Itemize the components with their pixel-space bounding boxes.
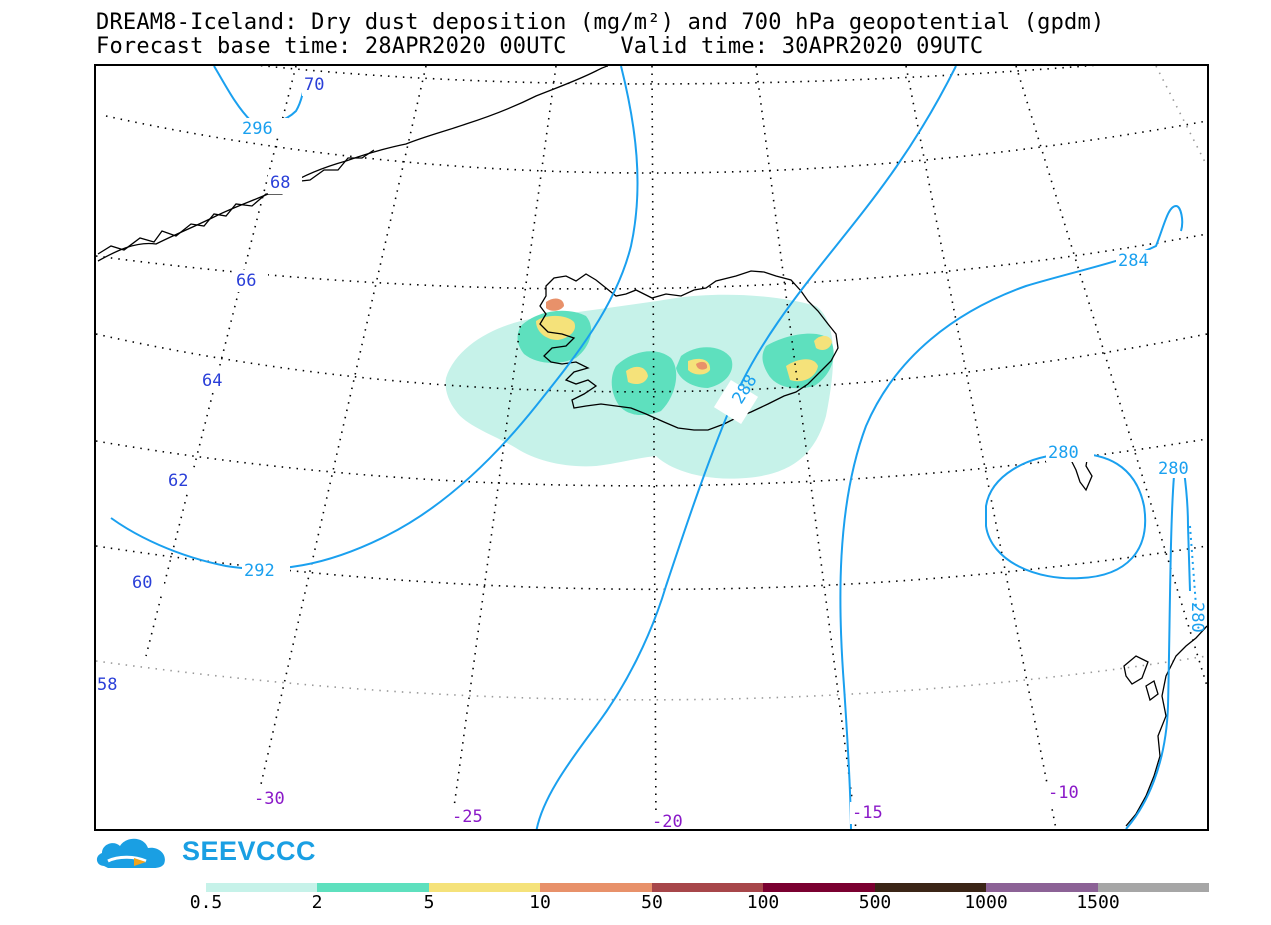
lat-line-70 <box>257 66 1096 85</box>
lon-line-g <box>1015 66 1207 687</box>
contour-296 <box>213 66 307 125</box>
contour-label-group: 296 292 288 284 280 280 280 <box>240 118 1207 633</box>
colorbar-segment-6 <box>874 883 987 892</box>
chart-title: DREAM8-Iceland: Dry dust deposition (mg/… <box>96 10 1105 35</box>
longitude-label-group: -30 -25 -20 -15 -10 <box>252 782 1096 829</box>
lon-label-minus20: -20 <box>652 812 683 829</box>
contour-280-east-dotted <box>1189 525 1197 607</box>
lat-label-66: 66 <box>236 271 256 291</box>
norway-coast <box>1125 625 1207 827</box>
colorbar-label-2: 5 <box>423 892 435 913</box>
colorbar-segment-1 <box>317 883 429 892</box>
chart-subtitle: Forecast base time: 28APR2020 00UTC Vali… <box>96 34 984 59</box>
colorbar-segment-5 <box>763 883 875 892</box>
dust-area-10a <box>546 298 564 311</box>
colorbar-label-4: 50 <box>641 892 663 913</box>
lon-line-e <box>755 66 857 829</box>
greenland-coast-detail <box>97 149 375 255</box>
contour-280-loop <box>985 452 1147 580</box>
contour-label-292: 292 <box>244 561 275 581</box>
contour-280-east <box>1183 470 1191 592</box>
colorbar-label-6: 500 <box>858 892 892 913</box>
logo-text: SEEVCCC <box>182 836 317 866</box>
coastlines <box>97 66 1207 827</box>
contour-label-284: 284 <box>1118 251 1149 271</box>
colorbar-segment-3 <box>540 883 652 892</box>
lon-label-minus10: -10 <box>1048 783 1079 803</box>
lat-label-58: 58 <box>97 675 117 695</box>
dust-area-5b <box>626 366 648 384</box>
colorbar-label-1: 2 <box>311 892 323 913</box>
contour-284 <box>839 204 1184 829</box>
dust-area-5a <box>536 315 576 340</box>
lat-label-70: 70 <box>304 75 324 95</box>
contour-label-296: 296 <box>242 119 273 139</box>
map-canvas: 296 292 288 284 280 280 280 70 68 66 64 … <box>96 66 1207 829</box>
greenland-coast <box>97 66 609 262</box>
colorbar-label-0: 0.5 <box>189 892 223 913</box>
lat-label-68: 68 <box>270 173 290 193</box>
contour-label-280-east-rotated: 280 <box>1187 602 1207 633</box>
lat-label-60: 60 <box>132 573 152 593</box>
latitude-label-group: 70 68 66 64 62 60 58 <box>96 74 336 696</box>
colorbar-segment-0 <box>206 883 318 892</box>
colorbar-segment-7 <box>986 883 1098 892</box>
dust-area-2b <box>611 351 677 416</box>
dust-area-10b <box>696 361 708 370</box>
lon-line-h <box>1155 66 1207 167</box>
colorbar-segment-2 <box>428 883 541 892</box>
contour-288 <box>535 66 957 829</box>
colorbar-label-5: 100 <box>746 892 780 913</box>
colorbar-segment-8 <box>1097 883 1209 892</box>
lat-label-64: 64 <box>202 371 222 391</box>
norway-islands <box>1123 655 1159 702</box>
colorbar <box>206 883 1209 892</box>
lat-line-58 <box>96 655 1207 701</box>
lon-label-minus25: -25 <box>452 807 483 827</box>
colorbar-segment-4 <box>651 883 764 892</box>
lon-line-c <box>450 66 557 829</box>
cloud-logo-icon <box>96 838 165 868</box>
colorbar-label-7: 1000 <box>964 892 1008 913</box>
lon-label-minus30: -30 <box>254 789 285 809</box>
lat-line-64 <box>96 333 1207 393</box>
graticule <box>96 66 1207 829</box>
dust-area-5e <box>814 335 832 350</box>
lon-label-minus15: -15 <box>852 803 883 823</box>
colorbar-label-8: 1500 <box>1076 892 1120 913</box>
contour-label-280-loop: 280 <box>1048 443 1079 463</box>
geopotential-contours <box>110 66 1191 829</box>
lat-label-62: 62 <box>168 471 188 491</box>
dust-area-5d <box>786 359 818 382</box>
dust-deposition-field <box>445 294 834 479</box>
lon-line-f <box>905 66 1057 829</box>
contour-292 <box>110 66 639 570</box>
map-panel: 296 292 288 284 280 280 280 70 68 66 64 … <box>94 64 1209 831</box>
contour-280-east-lower <box>1125 475 1175 829</box>
contour-label-280-east: 280 <box>1158 459 1189 479</box>
colorbar-label-3: 10 <box>529 892 551 913</box>
